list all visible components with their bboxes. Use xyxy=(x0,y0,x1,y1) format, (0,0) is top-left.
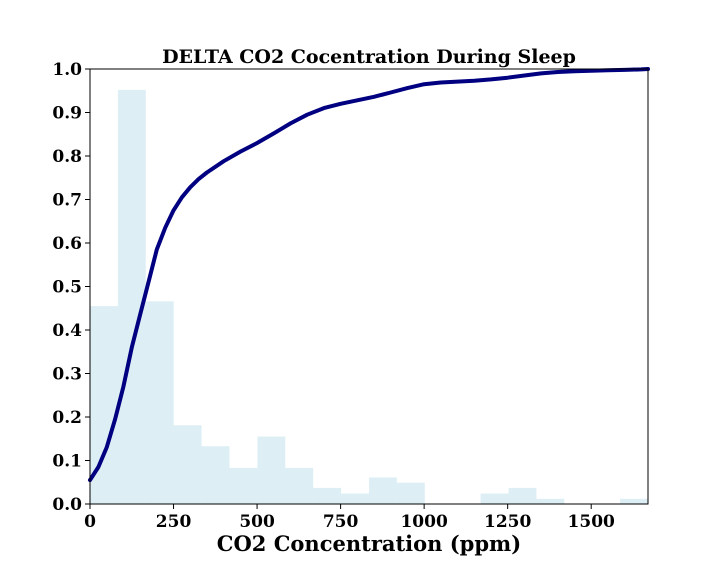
y-tick-label: 0.6 xyxy=(52,234,82,254)
histogram-bar xyxy=(173,425,202,504)
x-tick-label: 1500 xyxy=(568,512,615,532)
y-axis-ticks: 0.0 0.1 0.2 0.3 0.4 0.5 0.6 0.7 0.8 0.9 1.0 xyxy=(52,60,90,515)
histogram-bar xyxy=(201,446,230,504)
histogram-bars xyxy=(90,89,648,504)
histogram-bar xyxy=(480,493,509,504)
y-tick-label: 0.0 xyxy=(52,495,82,515)
cdf-line xyxy=(88,67,650,483)
y-tick-label: 0.7 xyxy=(52,191,82,211)
x-axis-title: CO2 Concentration (ppm) xyxy=(217,531,521,556)
histogram-bar xyxy=(508,487,537,504)
histogram-bar xyxy=(536,498,565,504)
y-tick-label: 0.9 xyxy=(52,104,82,124)
chart-title: DELTA CO2 Cocentration During Sleep xyxy=(162,46,576,68)
x-tick-label: 250 xyxy=(156,512,192,532)
y-tick-label: 0.8 xyxy=(52,147,82,167)
y-tick-label: 0.3 xyxy=(52,365,82,385)
histogram-bar xyxy=(313,487,342,504)
histogram-bar xyxy=(285,467,314,504)
x-tick-label: 500 xyxy=(239,512,275,532)
histogram-bar xyxy=(145,301,174,504)
histogram-bar xyxy=(396,482,425,504)
x-tick-label: 750 xyxy=(323,512,359,532)
y-tick-label: 0.1 xyxy=(52,452,82,472)
y-tick-label: 0.2 xyxy=(52,408,82,428)
y-tick-label: 1.0 xyxy=(52,60,82,80)
x-tick-label: 1250 xyxy=(484,512,531,532)
histogram-bar xyxy=(620,498,648,504)
histogram-bar xyxy=(257,436,286,504)
histogram-bar xyxy=(369,477,397,504)
histogram-bar xyxy=(117,89,146,504)
histogram-bar xyxy=(341,493,369,504)
x-axis-ticks: 0 250 500 750 1000 1250 1500 xyxy=(84,504,615,532)
cdf-line-layer xyxy=(88,67,650,483)
histogram-bar xyxy=(229,467,258,504)
x-tick-label: 0 xyxy=(84,512,96,532)
y-tick-label: 0.4 xyxy=(52,321,82,341)
y-tick-label: 0.5 xyxy=(52,278,82,298)
x-tick-label: 1000 xyxy=(400,512,447,532)
